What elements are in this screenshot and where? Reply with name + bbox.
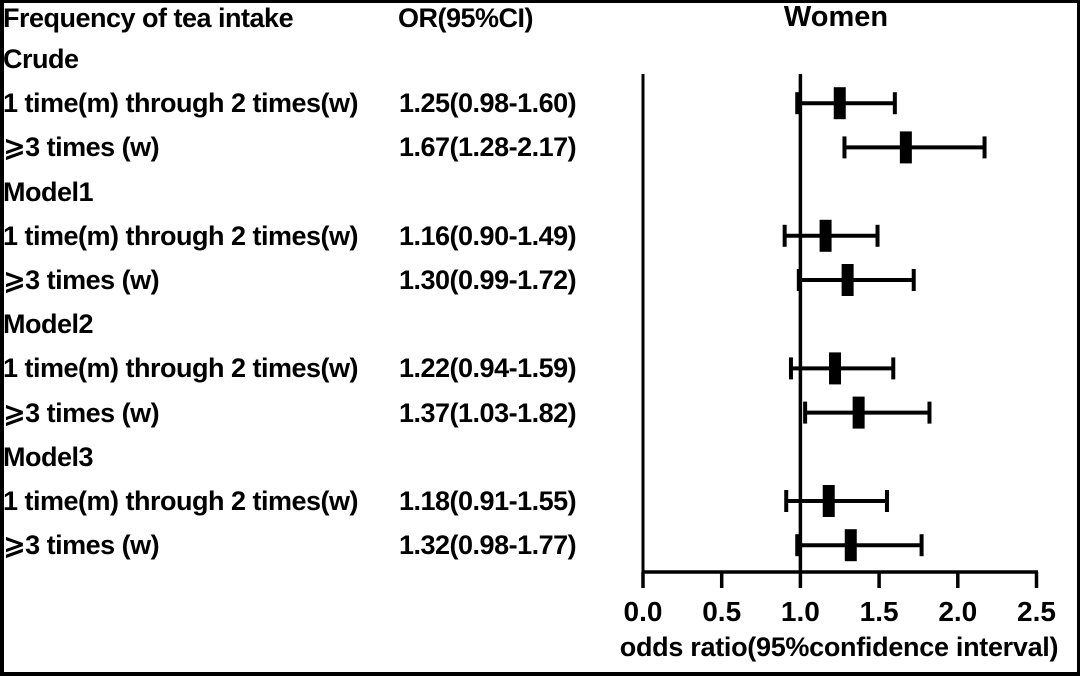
- x-axis-label: odds ratio(95%confidence interval): [619, 632, 1059, 662]
- row-label: ⩾3 times (w): [3, 132, 160, 163]
- row-label: ⩾3 times (w): [3, 530, 160, 561]
- or-ci-value: 1.37(1.03-1.82): [399, 397, 577, 428]
- column-header-frequency: Frequency of tea intake: [3, 3, 294, 33]
- x-tick-label: 1.5: [860, 596, 899, 627]
- or-ci-value: 1.18(0.91-1.55): [399, 486, 577, 516]
- point-estimate-marker: [829, 352, 842, 385]
- group-label: Crude: [3, 44, 79, 74]
- point-estimate-marker: [852, 396, 865, 429]
- point-estimate-marker: [841, 264, 854, 296]
- row-label: 1 time(m) through 2 times(w): [3, 353, 359, 384]
- point-estimate-marker: [899, 131, 912, 164]
- x-tick-label: 0.5: [702, 596, 741, 627]
- plot-title: Women: [783, 1, 889, 33]
- or-ci-value: 1.16(0.90-1.49): [399, 220, 577, 251]
- group-label: Model1: [3, 176, 94, 207]
- point-estimate-marker: [833, 87, 846, 120]
- row-label: 1 time(m) through 2 times(w): [3, 88, 359, 119]
- row-label: ⩾3 times (w): [3, 265, 160, 295]
- x-tick-label: 1.0: [781, 596, 820, 627]
- group-label: Model2: [3, 309, 94, 340]
- point-estimate-marker: [822, 485, 835, 517]
- or-ci-value: 1.32(0.98-1.77): [399, 530, 577, 561]
- x-tick-label: 2.5: [1017, 596, 1056, 627]
- group-label: Model3: [3, 441, 94, 472]
- column-header-or-ci: OR(95%CI): [398, 3, 534, 33]
- or-ci-value: 1.67(1.28-2.17): [399, 132, 577, 163]
- or-ci-value: 1.22(0.94-1.59): [399, 353, 577, 384]
- row-label: 1 time(m) through 2 times(w): [3, 220, 359, 251]
- point-estimate-marker: [819, 219, 832, 252]
- x-tick-label: 2.0: [938, 596, 977, 627]
- row-label: ⩾3 times (w): [3, 397, 160, 428]
- row-label: 1 time(m) through 2 times(w): [3, 486, 359, 516]
- or-ci-value: 1.30(0.99-1.72): [399, 265, 577, 295]
- or-ci-value: 1.25(0.98-1.60): [399, 88, 577, 119]
- point-estimate-marker: [844, 529, 857, 562]
- x-tick-label: 0.0: [624, 596, 663, 627]
